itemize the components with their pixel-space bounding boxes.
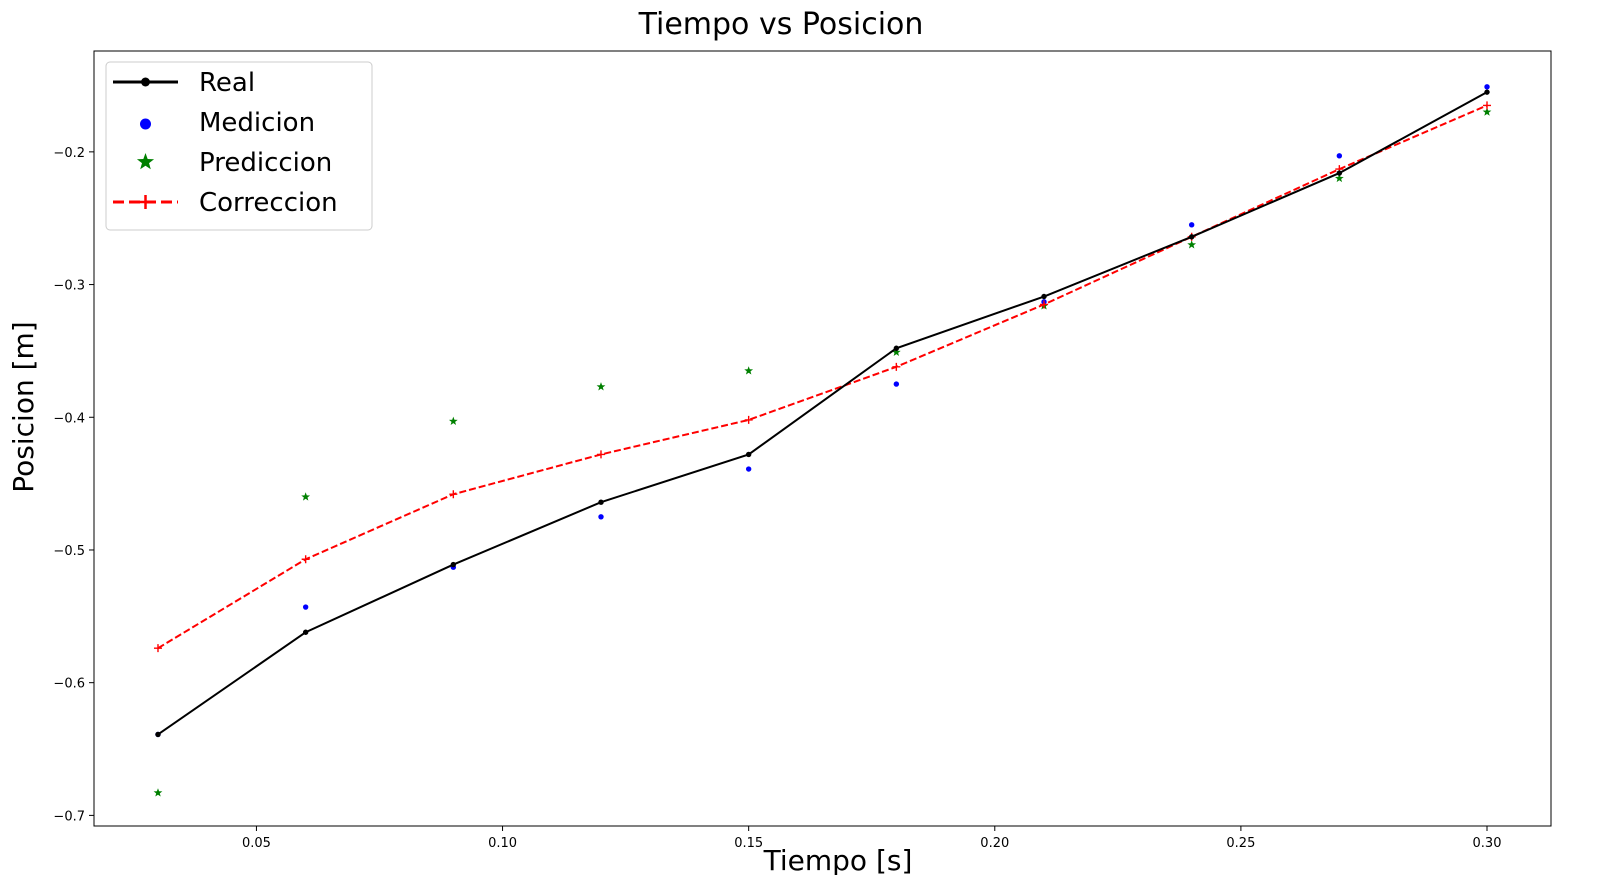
data-point-real — [1188, 234, 1195, 240]
x-tick-label: 0.25 — [1226, 836, 1255, 851]
series-line-correccion — [157, 104, 1488, 650]
data-point-prediccion — [301, 492, 311, 501]
data-point-correccion — [1483, 101, 1492, 110]
data-point-medicion — [1188, 222, 1195, 228]
y-tick-label: −0.7 — [53, 809, 85, 824]
data-point-prediccion — [153, 788, 163, 797]
data-point-prediccion — [1334, 173, 1344, 183]
data-point-medicion — [745, 466, 752, 472]
chart-title: Tiempo vs Posicion — [638, 7, 924, 42]
data-point-real — [1336, 170, 1343, 176]
data-point-prediccion — [1482, 107, 1492, 116]
data-point-real — [1041, 293, 1047, 300]
data-point-correccion — [892, 362, 901, 371]
x-axis: 0.05 0.10 0.15 0.20 0.25 0.30 — [242, 826, 1502, 851]
data-point-real — [745, 451, 752, 458]
y-tick-label: −0.5 — [53, 544, 85, 559]
y-tick-label: −0.6 — [53, 677, 85, 692]
legend-item-real: Real — [113, 68, 255, 98]
data-point-real — [1484, 89, 1490, 95]
data-point-real — [155, 731, 161, 738]
plot-frame — [93, 50, 1552, 827]
legend: Real Medicion Prediccion Correccion — [105, 61, 373, 231]
data-point-prediccion — [1187, 240, 1197, 249]
data-point-prediccion — [891, 347, 901, 356]
data-point-prediccion — [744, 366, 754, 375]
legend-item-medicion: Medicion — [140, 108, 315, 138]
data-point-correccion — [1040, 300, 1048, 309]
data-point-correccion — [744, 415, 753, 424]
data-point-real — [302, 629, 309, 635]
data-point-medicion — [893, 381, 900, 387]
x-axis-label: Tiempo [s] — [763, 844, 913, 875]
data-point-real — [893, 345, 900, 351]
legend-item-prediccion: Prediccion — [136, 148, 332, 178]
legend-box — [105, 61, 373, 231]
data-point-prediccion — [448, 416, 458, 425]
data-point-correccion — [153, 644, 162, 653]
legend-label-prediccion: Prediccion — [199, 148, 332, 178]
legend-item-correccion: Correccion — [113, 188, 338, 218]
y-tick-label: −0.4 — [53, 411, 85, 426]
data-point-medicion — [302, 604, 309, 610]
x-tick-label: 0.20 — [980, 836, 1009, 851]
legend-label-correccion: Correccion — [199, 188, 338, 218]
series-real — [155, 89, 1490, 738]
series-line-real — [157, 91, 1488, 736]
data-point-medicion — [1336, 153, 1343, 159]
x-tick-label: 0.30 — [1473, 836, 1502, 851]
y-axis-label: Posicion [m] — [7, 321, 40, 492]
data-point-medicion — [1484, 84, 1490, 90]
data-point-real — [598, 499, 604, 505]
x-tick-label: 0.10 — [488, 836, 517, 851]
legend-label-real: Real — [199, 68, 255, 98]
y-axis: −0.2 −0.3 −0.4 −0.5 −0.6 −0.7 — [53, 146, 94, 824]
plot-area — [153, 84, 1492, 797]
data-point-prediccion — [596, 382, 606, 391]
data-point-real — [450, 561, 457, 568]
y-tick-label: −0.2 — [53, 146, 85, 161]
data-point-correccion — [301, 555, 310, 564]
data-point-correccion — [449, 490, 458, 499]
x-tick-label: 0.15 — [734, 836, 763, 851]
legend-label-medicion: Medicion — [199, 108, 315, 138]
y-tick-label: −0.3 — [53, 279, 85, 294]
data-point-correccion — [596, 450, 605, 459]
data-point-medicion — [598, 514, 604, 520]
x-tick-label: 0.05 — [242, 836, 271, 851]
